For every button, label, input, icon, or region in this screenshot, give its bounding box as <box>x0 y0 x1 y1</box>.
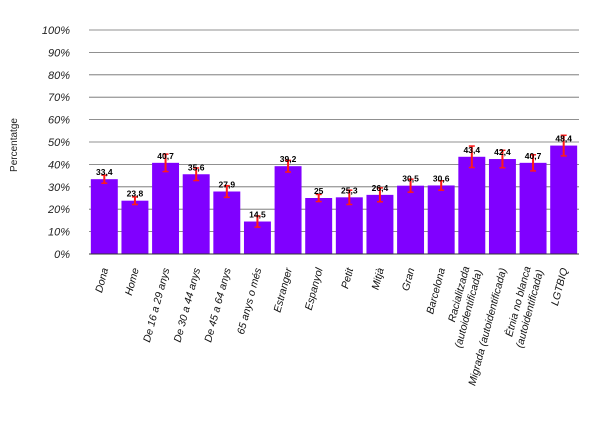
bar <box>335 197 363 254</box>
data-label: 25,3 <box>341 185 358 195</box>
error-bar <box>376 187 383 203</box>
data-label: 40,7 <box>525 151 542 161</box>
x-category-label: Petit <box>339 266 356 290</box>
bar <box>550 145 578 254</box>
x-axis-category-labels: Dona Home De 16 a 29 anys De 30 a 44 anys De… <box>93 265 570 387</box>
y-tick-label: 100% <box>42 25 70 37</box>
y-axis-ticks: 0% 10% 20% 30% 40% 50% 60% 70% 80% 90% 100% <box>42 25 70 261</box>
x-category-label: Barcelona <box>424 267 448 316</box>
error-bar <box>407 178 414 193</box>
data-label: 33,4 <box>96 167 113 177</box>
bar <box>458 156 486 254</box>
error-bar <box>438 180 445 191</box>
bars <box>90 145 578 254</box>
x-category-label: LGTBIQ <box>549 267 571 307</box>
y-axis-title: Percentatge <box>9 118 20 172</box>
data-label: 39,2 <box>280 154 297 164</box>
data-label: 26,4 <box>372 183 389 193</box>
y-tick-label: 30% <box>48 182 70 194</box>
y-tick-label: 20% <box>47 204 70 216</box>
data-label: 30,6 <box>433 173 450 183</box>
data-label: 40,7 <box>157 151 174 161</box>
x-category-label: Dona <box>93 267 111 295</box>
error-bar <box>346 189 353 206</box>
x-category-label: De 30 a 44 anys <box>172 266 204 344</box>
bar <box>488 159 516 254</box>
bar <box>366 194 394 254</box>
data-label: 27,9 <box>219 180 236 190</box>
error-bar <box>560 134 567 157</box>
data-label: 25 <box>314 186 324 196</box>
data-label: 14,5 <box>249 210 266 220</box>
y-tick-label: 70% <box>48 92 70 104</box>
x-category-label: Estranger <box>272 266 296 314</box>
bar <box>519 162 547 254</box>
error-bar <box>285 159 292 173</box>
bar <box>274 166 302 254</box>
error-bar <box>468 145 475 169</box>
data-label: 30,5 <box>402 174 419 184</box>
y-tick-label: 40% <box>48 159 70 171</box>
data-label: 48,4 <box>555 134 572 144</box>
error-bar <box>131 196 138 206</box>
x-category-label: 65 anys o més <box>235 266 264 336</box>
y-tick-label: 80% <box>48 70 70 82</box>
x-category-label: Home <box>123 267 142 297</box>
error-bar <box>223 184 230 199</box>
error-bars <box>101 134 567 228</box>
x-category-label: De 45 a 64 anys <box>202 266 234 344</box>
y-tick-label: 50% <box>48 137 70 149</box>
y-tick-label: 60% <box>48 115 70 127</box>
bar <box>90 179 118 254</box>
bar <box>213 191 241 254</box>
y-tick-label: 10% <box>48 227 70 239</box>
bar <box>182 174 210 254</box>
x-category-label: Gran <box>400 267 418 293</box>
error-bar <box>101 174 108 184</box>
error-bar <box>499 149 506 169</box>
bar <box>121 200 149 254</box>
data-label: 23,8 <box>127 189 144 199</box>
data-labels: 33,4 23,8 40,7 35,6 27,9 14,5 39,2 25 25,3 26,4 30… <box>96 134 572 220</box>
data-label: 35,6 <box>188 162 205 172</box>
x-category-label: Espanyol <box>303 266 326 311</box>
bar <box>152 162 180 254</box>
bar <box>305 198 333 254</box>
bar <box>397 185 425 254</box>
error-bar <box>193 167 200 182</box>
x-category-label: Mitjà <box>370 267 387 292</box>
x-category-label: De 16 a 29 anys <box>141 266 173 344</box>
bar <box>427 185 455 254</box>
y-tick-label: 0% <box>54 249 70 261</box>
error-bar <box>254 215 261 228</box>
error-bar <box>315 193 322 203</box>
error-bar <box>162 153 169 173</box>
data-label: 43,4 <box>464 145 481 155</box>
data-label: 42,4 <box>494 147 511 157</box>
y-tick-label: 90% <box>48 47 70 59</box>
error-bar <box>530 154 537 172</box>
